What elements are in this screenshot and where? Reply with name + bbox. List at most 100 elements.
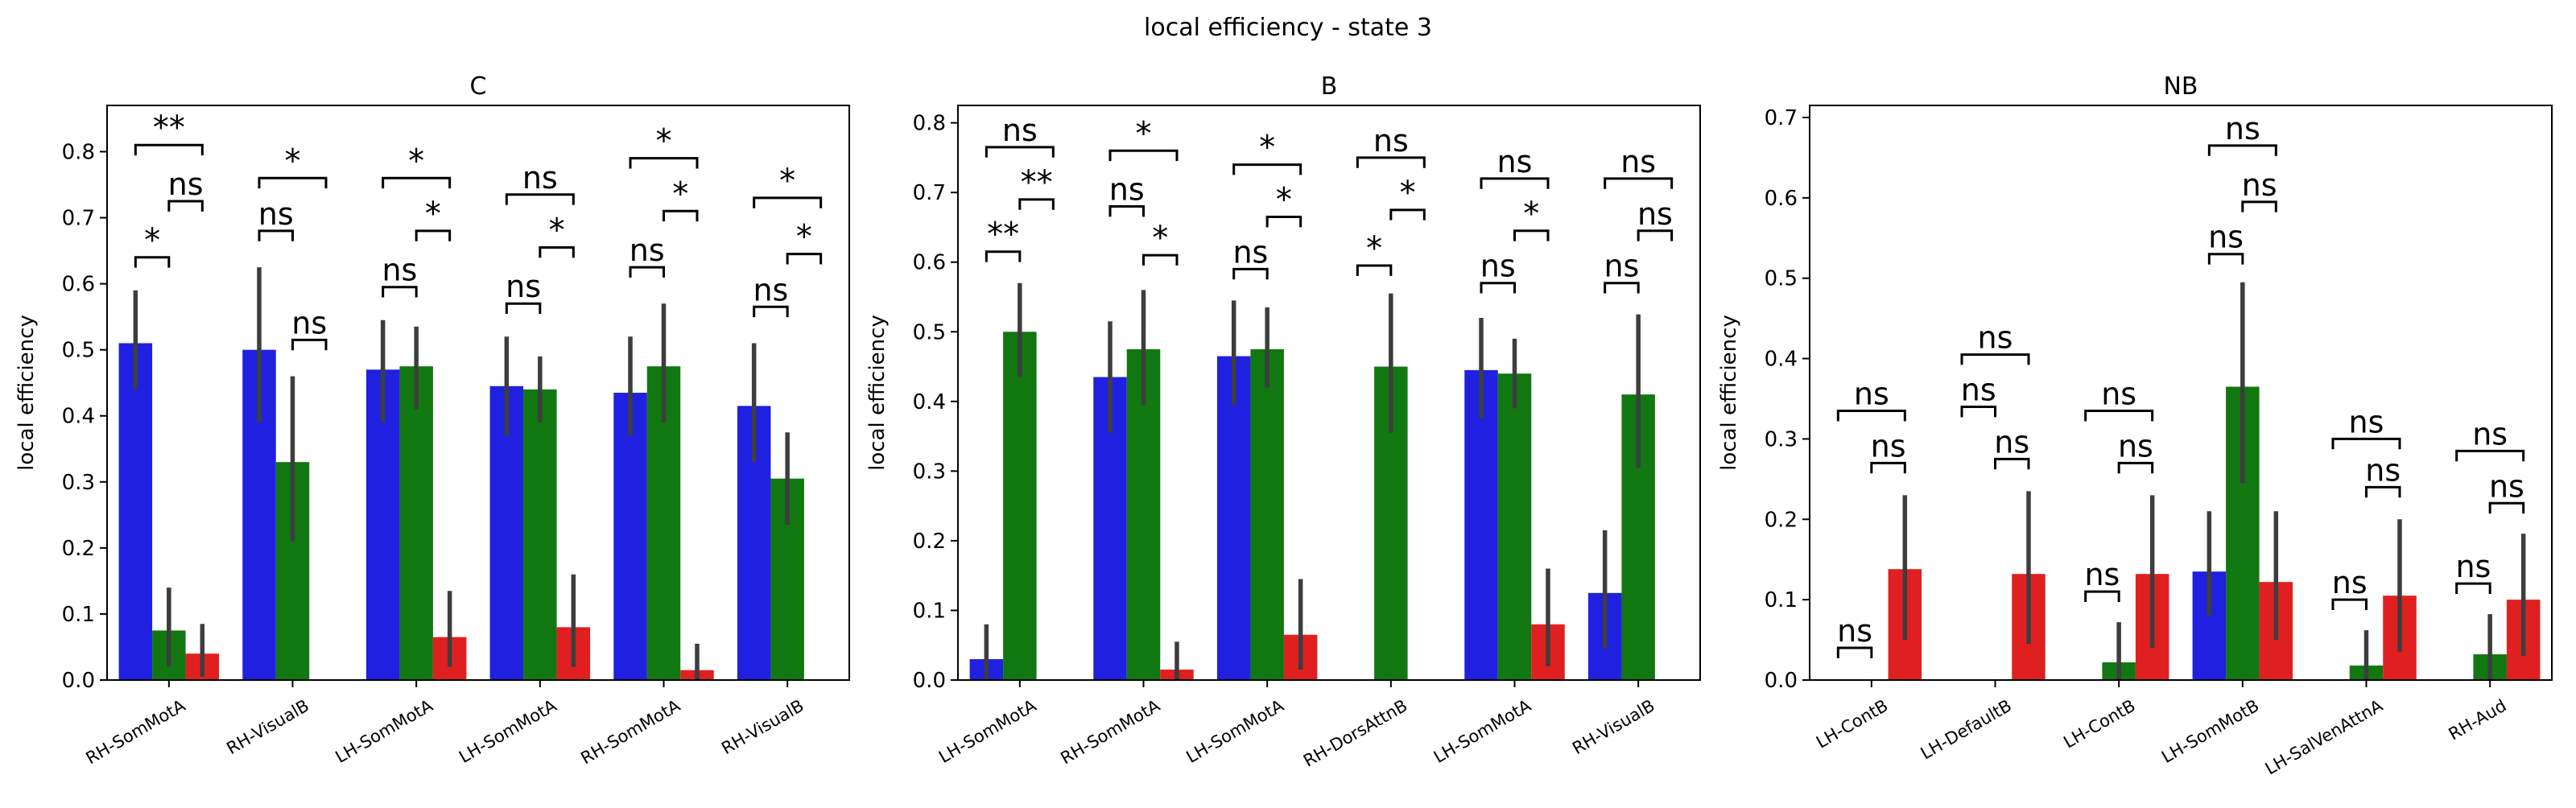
y-tick-label: 0.1 <box>62 603 95 627</box>
significance-label: * <box>656 123 672 160</box>
significance-bracket <box>1637 229 1674 241</box>
significance-label: * <box>1523 196 1539 233</box>
y-tick-label: 0.6 <box>1765 187 1798 211</box>
y-tick-label: 0.6 <box>913 251 946 275</box>
significance-label: ns <box>1837 613 1872 649</box>
significance-label: ns <box>1978 320 2013 356</box>
x-tick-label: LH-SomMotA <box>1183 695 1288 767</box>
significance-bracket <box>505 193 575 205</box>
significance-bracket <box>1870 461 1906 474</box>
bar <box>118 343 153 680</box>
panel-title: C <box>470 72 487 101</box>
significance-label: ns <box>1620 144 1656 179</box>
significance-bracket <box>1994 457 2030 470</box>
significance-label: * <box>796 219 812 256</box>
significance-bracket <box>382 176 452 189</box>
significance-bracket <box>2331 598 2368 610</box>
significance-label: ** <box>153 109 185 146</box>
significance-bracket <box>2117 461 2154 474</box>
significance-bracket <box>2455 582 2491 595</box>
significance-bracket <box>2207 144 2277 156</box>
significance-bracket <box>134 143 204 156</box>
significance-label: ns <box>630 233 665 268</box>
significance-bracket <box>1836 646 1873 658</box>
x-tick-label: RH-SomMotA <box>1057 695 1163 768</box>
significance-label: ns <box>1480 249 1516 284</box>
significance-bracket <box>629 157 699 169</box>
significance-bracket <box>1836 409 1906 422</box>
y-tick-label: 0.2 <box>913 530 946 554</box>
bar <box>1216 356 1251 680</box>
significance-bracket <box>1356 156 1426 168</box>
x-tick-label: RH-VisualB <box>718 696 807 759</box>
significance-label: * <box>408 142 424 179</box>
y-tick-label: 0.7 <box>1765 106 1798 130</box>
significance-label: ns <box>1961 372 1996 407</box>
significance-bracket <box>2084 409 2154 422</box>
significance-label: * <box>779 163 795 200</box>
significance-label: ns <box>1854 376 1889 411</box>
significance-label: ns <box>2472 416 2508 451</box>
significance-bracket <box>1108 204 1145 217</box>
significance-label: ns <box>1497 144 1533 179</box>
x-tick-label: LH-SomMotA <box>456 695 560 767</box>
axes-frame <box>106 105 850 681</box>
significance-bracket <box>1960 405 1996 418</box>
significance-bracket <box>258 229 294 241</box>
significance-label: ns <box>2489 468 2524 504</box>
y-tick-label: 0.1 <box>1765 588 1798 612</box>
significance-bracket <box>985 146 1055 158</box>
bar <box>1003 332 1037 680</box>
significance-bracket <box>1513 229 1550 241</box>
significance-bracket <box>2331 437 2401 450</box>
y-tick-label: 0.3 <box>1765 427 1798 451</box>
x-tick-label: RH-VisualB <box>223 696 312 759</box>
y-axis-label: local efficiency <box>1717 315 1741 471</box>
significance-label: ns <box>1002 113 1038 148</box>
y-axis-label: local efficiency <box>865 315 890 471</box>
significance-bracket <box>786 253 823 265</box>
bar <box>523 389 557 680</box>
significance-label: ns <box>1109 171 1145 207</box>
figure-title: local efficiency - state 3 <box>1144 14 1432 42</box>
y-tick-label: 0.0 <box>62 669 95 693</box>
panel-title: B <box>1321 72 1338 101</box>
significance-bracket <box>539 245 575 258</box>
significance-bracket <box>753 305 789 318</box>
x-tick-label: LH-ContB <box>1813 696 1891 752</box>
significance-label: ns <box>2455 549 2491 584</box>
significance-bracket <box>1265 215 1302 228</box>
significance-label: ns <box>1373 123 1409 159</box>
significance-label: * <box>1400 175 1416 212</box>
x-tick-label: LH-SalVenAttnA <box>2262 695 2387 778</box>
bar <box>613 393 647 680</box>
significance-bracket <box>2241 200 2277 212</box>
significance-bracket <box>1356 264 1393 276</box>
x-tick-label: RH-SomMotA <box>577 695 683 768</box>
significance-bracket <box>2488 501 2525 514</box>
y-tick-label: 0.8 <box>913 112 946 136</box>
significance-label: ns <box>2332 565 2368 600</box>
significance-bracket <box>1018 198 1055 210</box>
significance-label: ns <box>1637 196 1673 232</box>
y-tick-label: 0.3 <box>62 471 95 495</box>
y-tick-label: 0.4 <box>1765 348 1798 372</box>
significance-label: ns <box>753 272 788 307</box>
significance-label: ns <box>2225 111 2260 146</box>
y-tick-label: 0.5 <box>1765 267 1798 291</box>
significance-bracket <box>1232 163 1302 175</box>
significance-bracket <box>1604 177 1674 189</box>
significance-label: ns <box>2101 376 2136 411</box>
x-tick-label: LH-DefaultB <box>1918 696 2015 764</box>
significance-label: ns <box>2365 452 2401 488</box>
significance-bracket <box>2084 590 2120 603</box>
significance-label: ns <box>2349 404 2384 439</box>
significance-bracket <box>258 176 328 189</box>
significance-bracket <box>1480 177 1550 189</box>
significance-label: ns <box>1604 249 1639 284</box>
panel-title: NB <box>2163 72 2198 101</box>
significance-bracket <box>2365 485 2401 498</box>
significance-label: ns <box>382 253 417 288</box>
